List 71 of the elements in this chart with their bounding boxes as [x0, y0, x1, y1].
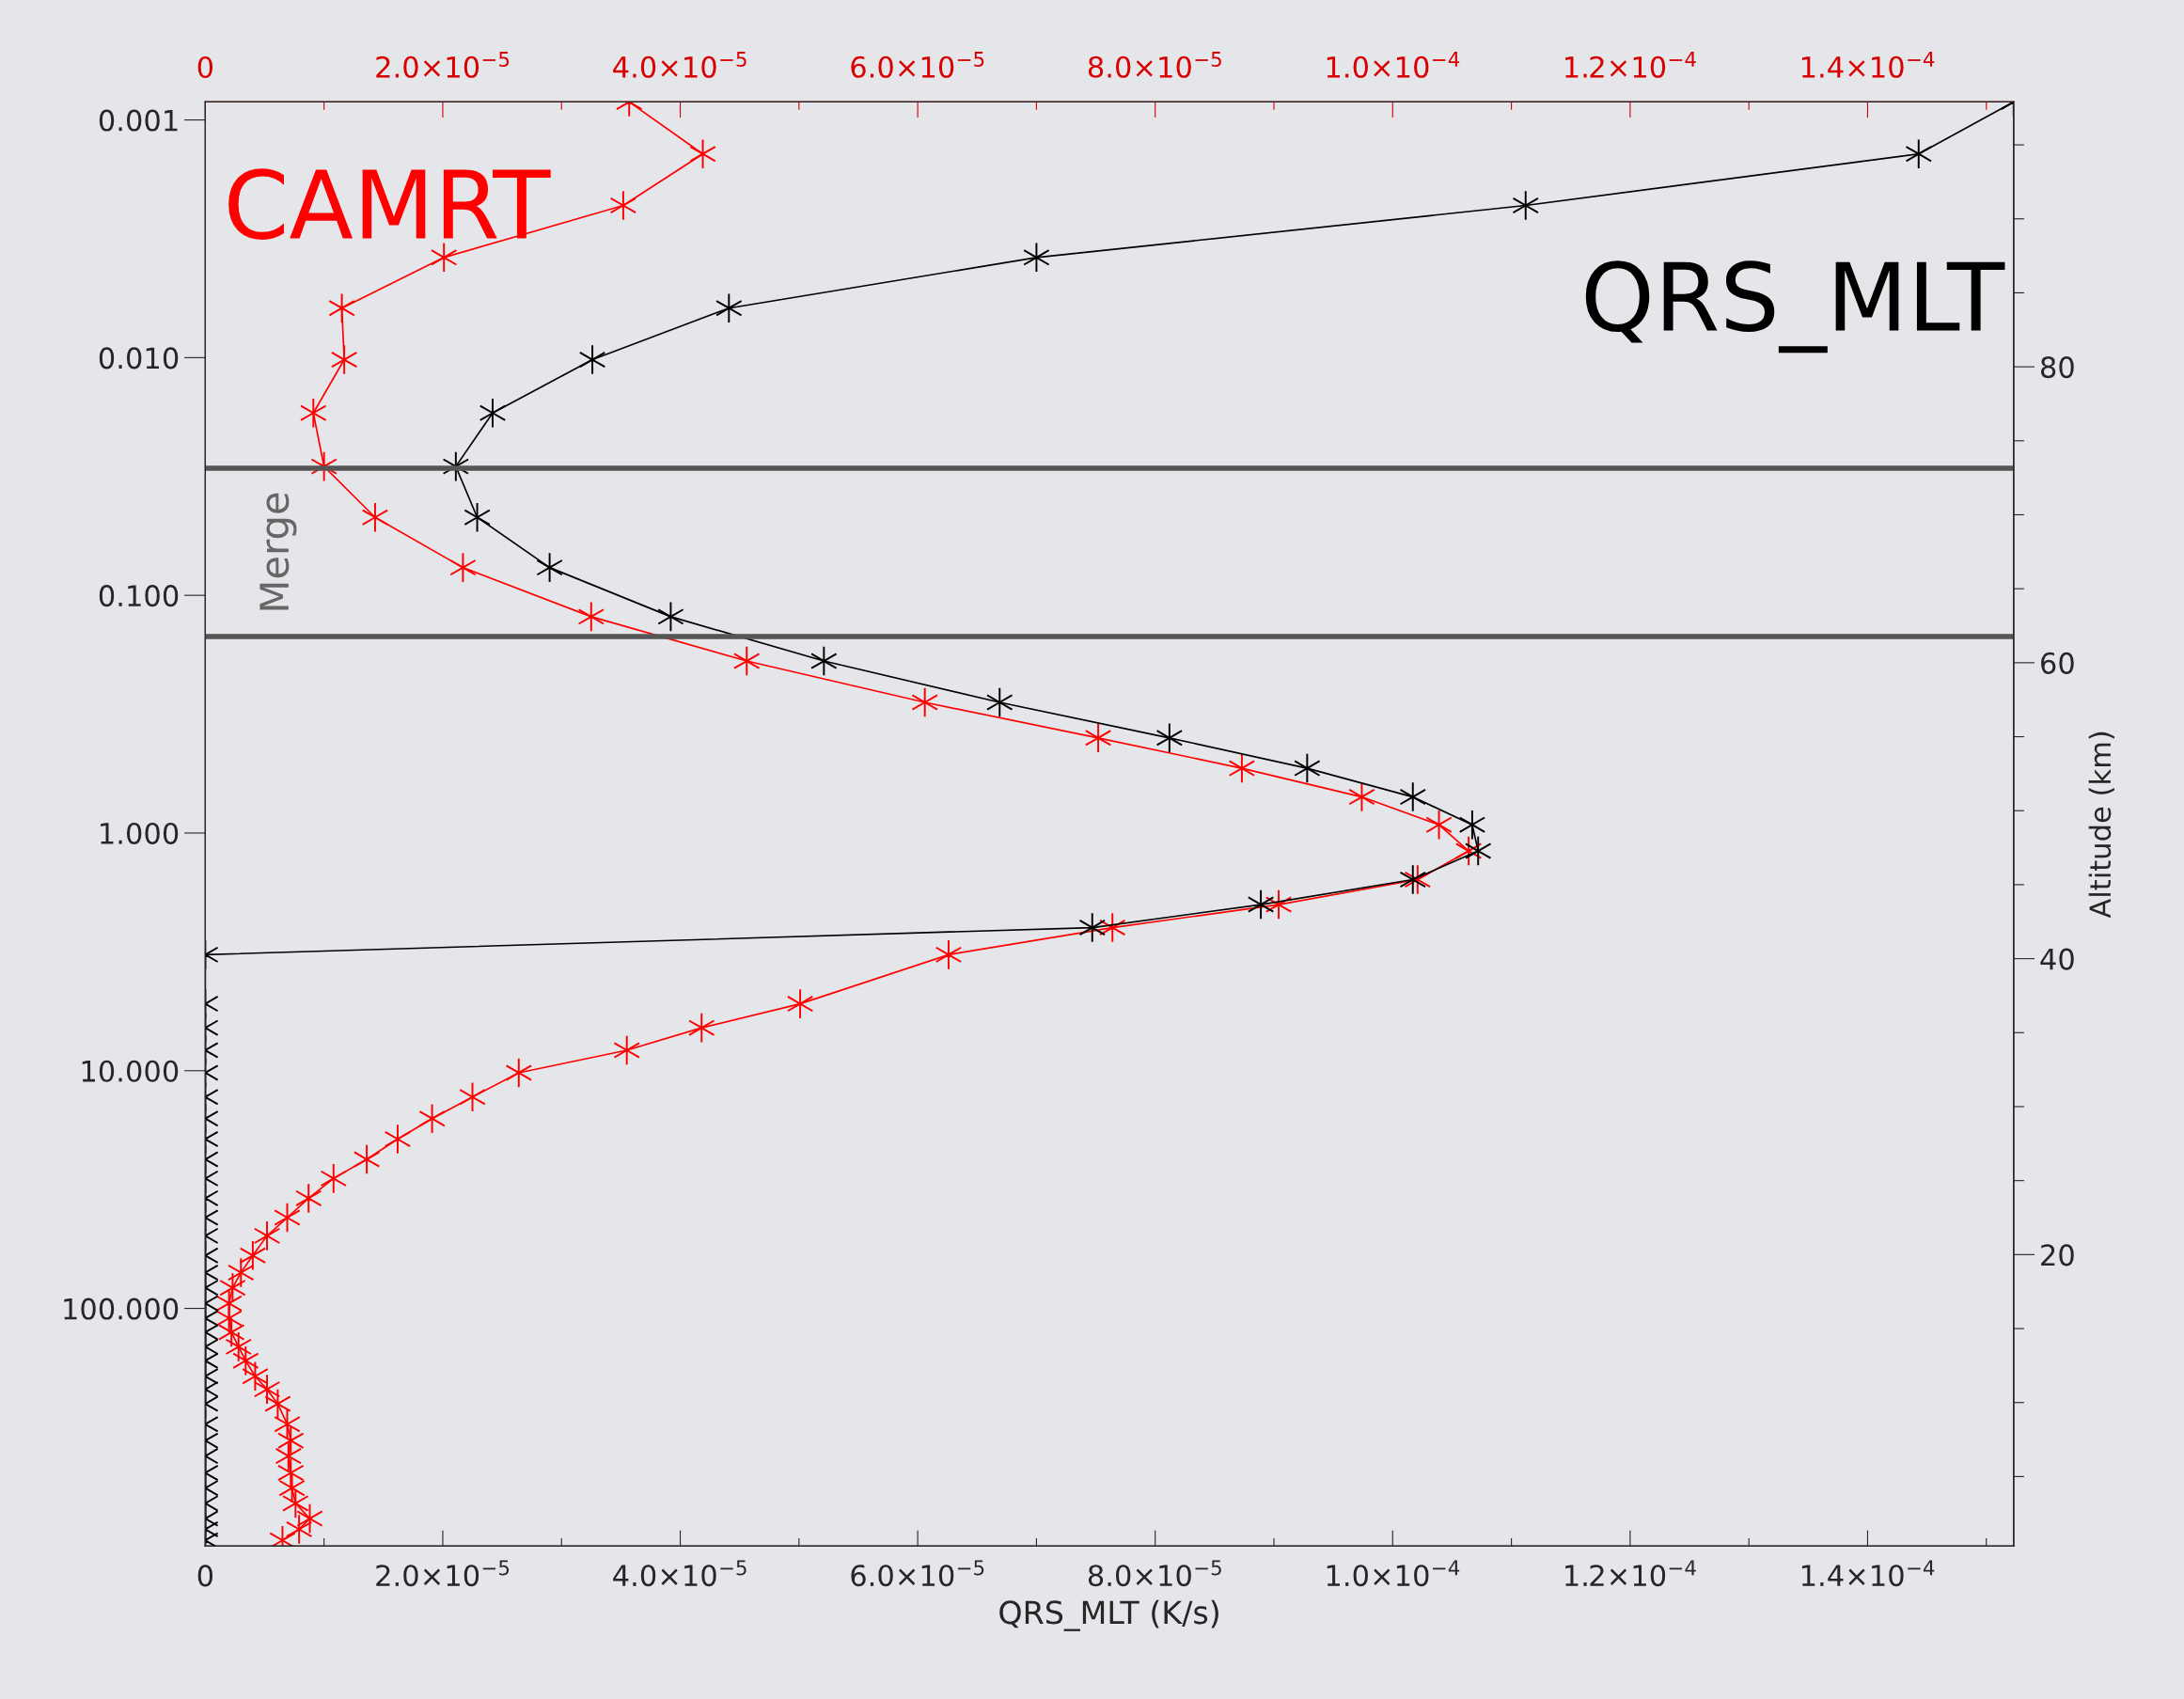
- point: [353, 1143, 381, 1175]
- point: [431, 242, 458, 274]
- point: [239, 1240, 267, 1271]
- x2-tick-label: 8.0×10$^{−5}$: [1088, 52, 1221, 78]
- x-tick-label: 8.0×10$^{−5}$: [1088, 1560, 1221, 1587]
- y-tick-label: 100.000: [64, 1298, 179, 1320]
- point: [330, 344, 358, 375]
- point: [384, 1124, 412, 1155]
- point: [320, 1163, 347, 1194]
- point: [278, 1472, 306, 1503]
- x-tick-label: 4.0×10$^{−5}$: [613, 1560, 746, 1587]
- point: [505, 1057, 532, 1089]
- series-label: CAMRT: [228, 168, 551, 240]
- point: [1425, 809, 1453, 841]
- x-tick-label: 1.4×10$^{−4}$: [1801, 1560, 1935, 1587]
- x-tick-label: 6.0×10$^{−5}$: [851, 1560, 984, 1587]
- x-tick-label: 0: [197, 1565, 213, 1587]
- point: [328, 292, 355, 323]
- x2-tick-label: 1.0×10$^{−4}$: [1327, 52, 1460, 78]
- y-tick-label: 0.100: [99, 585, 179, 607]
- point: [689, 138, 716, 169]
- point: [285, 1514, 313, 1545]
- y2-tick-label: 40: [2040, 948, 2074, 970]
- point: [1228, 752, 1256, 784]
- point: [295, 1183, 322, 1214]
- point: [277, 1457, 305, 1488]
- point: [253, 1374, 281, 1405]
- y2-tick-label: 60: [2041, 652, 2074, 674]
- x2-tick-label: 6.0×10$^{−5}$: [851, 52, 984, 78]
- y-tick-label: 1.000: [101, 822, 179, 845]
- x2-tick-label: 2.0×10$^{−5}$: [376, 52, 510, 78]
- point: [911, 686, 938, 718]
- point: [253, 1220, 281, 1251]
- point: [786, 988, 814, 1019]
- point: [219, 1272, 246, 1303]
- x-tick-label: 1.2×10$^{−4}$: [1565, 1560, 1696, 1587]
- point: [613, 1034, 640, 1066]
- point: [277, 1424, 305, 1456]
- x-axis-title: QRS_MLT (K/s): [999, 1599, 1218, 1631]
- point: [1348, 781, 1375, 812]
- point: [733, 645, 761, 677]
- annotation: Merge: [259, 493, 297, 610]
- y-tick-label: 0.010: [99, 347, 179, 370]
- x-tick-label: 2.0×10$^{−5}$: [376, 1560, 510, 1587]
- y2-tick-label: 80: [2040, 356, 2074, 379]
- point: [609, 190, 637, 221]
- point: [688, 1012, 715, 1044]
- y-tick-label: 0.001: [99, 109, 178, 132]
- point: [264, 1388, 291, 1420]
- point: [275, 1440, 302, 1471]
- x2-tick-label: 0: [197, 55, 213, 79]
- point: [300, 398, 327, 429]
- x2-tick-label: 1.2×10$^{−4}$: [1565, 52, 1696, 78]
- point: [418, 1103, 446, 1134]
- x2-tick-label: 1.4×10$^{−4}$: [1801, 52, 1935, 78]
- point: [935, 939, 963, 970]
- y2-axis-title: Altitude (km): [2088, 732, 2114, 919]
- point: [577, 601, 605, 633]
- point: [232, 1345, 259, 1377]
- point: [242, 1361, 269, 1392]
- x-tick-label: 1.0×10$^{−4}$: [1327, 1560, 1460, 1587]
- point: [1084, 722, 1112, 754]
- point: [449, 552, 477, 583]
- x2-tick-label: 4.0×10$^{−5}$: [613, 52, 746, 78]
- point: [228, 1257, 255, 1288]
- point: [282, 1487, 309, 1519]
- point: [361, 502, 389, 533]
- series-label: QRS_MLT: [1585, 260, 2005, 354]
- y2-tick-label: 20: [2041, 1244, 2074, 1266]
- y-tick-label: 10.000: [82, 1060, 179, 1082]
- point: [225, 1331, 252, 1362]
